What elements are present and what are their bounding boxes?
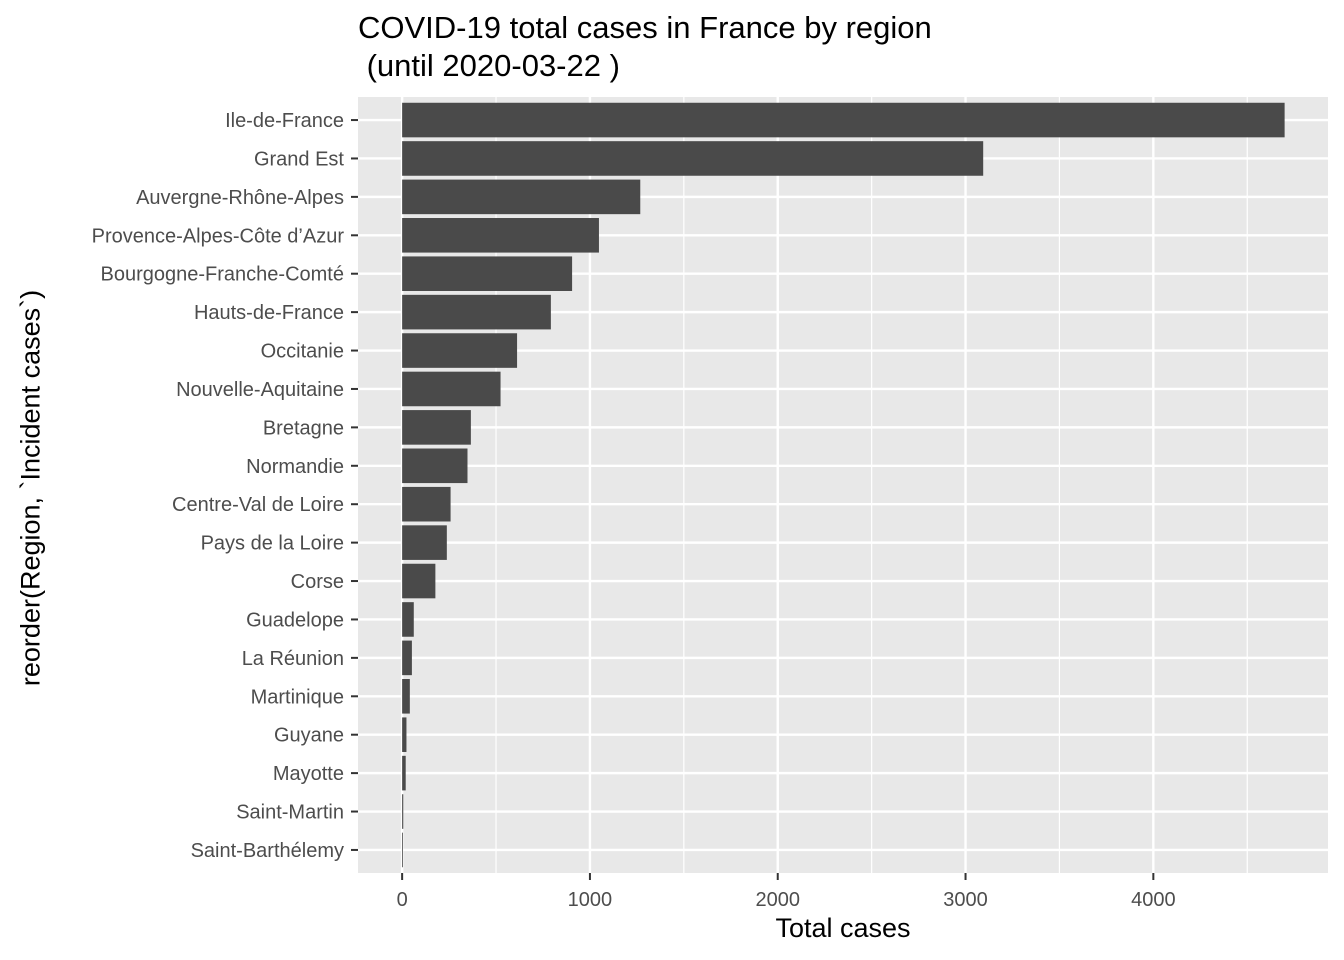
bar-provence-alpes-c-te-d-azur (402, 218, 599, 253)
y-tick-label: Nouvelle-Aquitaine (176, 379, 344, 401)
bar-ile-de-france (402, 102, 1285, 138)
chart-title-line-2: (until 2020-03-22 ) (358, 48, 620, 83)
y-tick-label: Saint-Martin (236, 802, 344, 824)
y-tick-label: Auvergne-Rhône-Alpes (136, 187, 344, 209)
chart-title-line-1: COVID-19 total cases in France by region (358, 10, 932, 45)
y-tick-label: Guyane (274, 725, 344, 747)
bar-normandie (402, 448, 468, 484)
bar-centre-val-de-loire (402, 486, 451, 522)
y-axis-title: reorder(Region, `Incident cases`) (15, 289, 46, 687)
bar-nouvelle-aquitaine (402, 371, 501, 407)
bar-occitanie (402, 333, 518, 368)
y-tick-label: Pays de la Loire (201, 533, 344, 555)
y-tick-label: Provence-Alpes-Côte d’Azur (92, 225, 345, 247)
x-tick-label: 1000 (568, 889, 613, 911)
x-tick-label: 3000 (943, 889, 988, 911)
x-tick-label: 4000 (1131, 889, 1176, 911)
y-tick-label: Normandie (246, 456, 344, 478)
bar-mayotte (402, 755, 406, 791)
bar-la-r-union (402, 640, 412, 676)
y-tick-label: Guadelope (246, 609, 344, 631)
y-tick-label: Centre-Val de Loire (172, 494, 344, 516)
y-tick-label: Ile-de-France (225, 110, 344, 132)
bar-pays-de-la-loire (402, 525, 447, 560)
bar-auvergne-rh-ne-alpes (402, 179, 641, 215)
bar-martinique (402, 679, 410, 714)
y-tick-label: La Réunion (242, 648, 344, 670)
y-tick-label: Bourgogne-Franche-Comté (101, 264, 344, 286)
y-tick-label: Occitanie (261, 341, 344, 363)
y-tick-label: Martinique (251, 686, 344, 708)
bar-bourgogne-franche-comt- (402, 256, 573, 291)
y-tick-label: Mayotte (273, 763, 344, 785)
x-tick-label: 0 (397, 889, 408, 911)
bar-guadelope (402, 602, 414, 637)
x-axis-title: Total cases (775, 913, 911, 943)
bar-saint-martin (402, 794, 404, 829)
bar-saint-barth-lemy (402, 832, 403, 868)
bar-grand-est (402, 141, 984, 176)
x-tick-label: 2000 (755, 889, 800, 911)
y-tick-label: Bretagne (263, 417, 344, 439)
bar-corse (402, 563, 436, 599)
y-tick-label: Grand Est (254, 148, 344, 170)
bar-hauts-de-france (402, 294, 551, 330)
bar-guyane (402, 717, 407, 752)
y-tick-label: Corse (291, 571, 344, 593)
bar-bretagne (402, 410, 471, 445)
y-tick-label: Hauts-de-France (194, 302, 344, 324)
y-tick-label: Saint-Barthélemy (191, 840, 344, 862)
